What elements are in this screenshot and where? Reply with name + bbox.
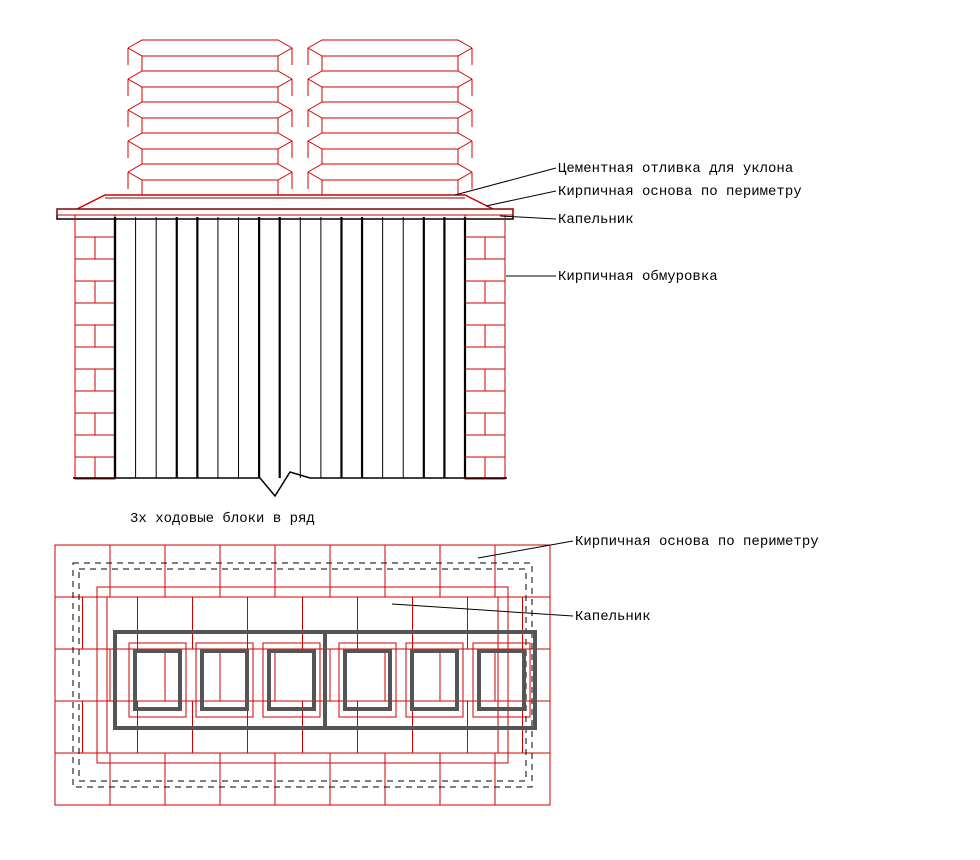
plan-label-drip: Капельник — [575, 609, 651, 625]
label-brick-lining: Кирпичная обмуровка — [558, 268, 718, 285]
plan-title: 3х ходовые блоки в ряд — [130, 510, 315, 527]
label-drip: Капельник — [558, 212, 634, 228]
plan-label-base: Кирпичная основа по периметру — [575, 534, 819, 550]
label-brick-base: Кирпичная основа по периметру — [558, 184, 802, 200]
label-cement: Цементная отливка для уклона — [558, 161, 793, 177]
technical-drawing: Цементная отливка для уклона Кирпичная ос… — [0, 0, 980, 860]
